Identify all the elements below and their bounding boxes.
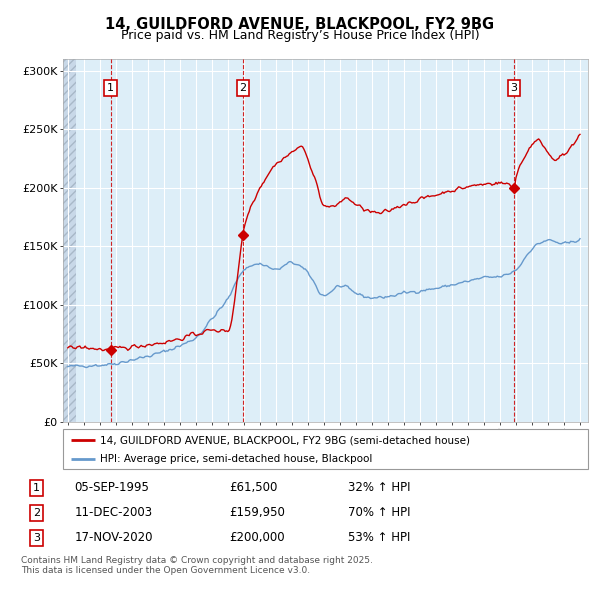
Text: HPI: Average price, semi-detached house, Blackpool: HPI: Average price, semi-detached house,… [100, 454, 372, 464]
Text: 14, GUILDFORD AVENUE, BLACKPOOL, FY2 9BG: 14, GUILDFORD AVENUE, BLACKPOOL, FY2 9BG [106, 17, 494, 31]
Text: 1: 1 [33, 483, 40, 493]
Text: Price paid vs. HM Land Registry’s House Price Index (HPI): Price paid vs. HM Land Registry’s House … [121, 29, 479, 42]
Text: 32% ↑ HPI: 32% ↑ HPI [348, 481, 410, 494]
Text: 17-NOV-2020: 17-NOV-2020 [74, 531, 153, 544]
Text: 05-SEP-1995: 05-SEP-1995 [74, 481, 149, 494]
Text: £200,000: £200,000 [230, 531, 286, 544]
Text: 53% ↑ HPI: 53% ↑ HPI [348, 531, 410, 544]
Text: 3: 3 [511, 83, 518, 93]
Text: 2: 2 [33, 508, 40, 517]
Text: £159,950: £159,950 [230, 506, 286, 519]
Text: 1: 1 [107, 83, 114, 93]
Text: 11-DEC-2003: 11-DEC-2003 [74, 506, 153, 519]
Text: Contains HM Land Registry data © Crown copyright and database right 2025.
This d: Contains HM Land Registry data © Crown c… [21, 556, 373, 575]
Text: 3: 3 [33, 533, 40, 543]
Text: £61,500: £61,500 [230, 481, 278, 494]
Text: 14, GUILDFORD AVENUE, BLACKPOOL, FY2 9BG (semi-detached house): 14, GUILDFORD AVENUE, BLACKPOOL, FY2 9BG… [100, 435, 470, 445]
Text: 2: 2 [239, 83, 247, 93]
Text: 70% ↑ HPI: 70% ↑ HPI [348, 506, 410, 519]
Bar [63, 59, 76, 422]
